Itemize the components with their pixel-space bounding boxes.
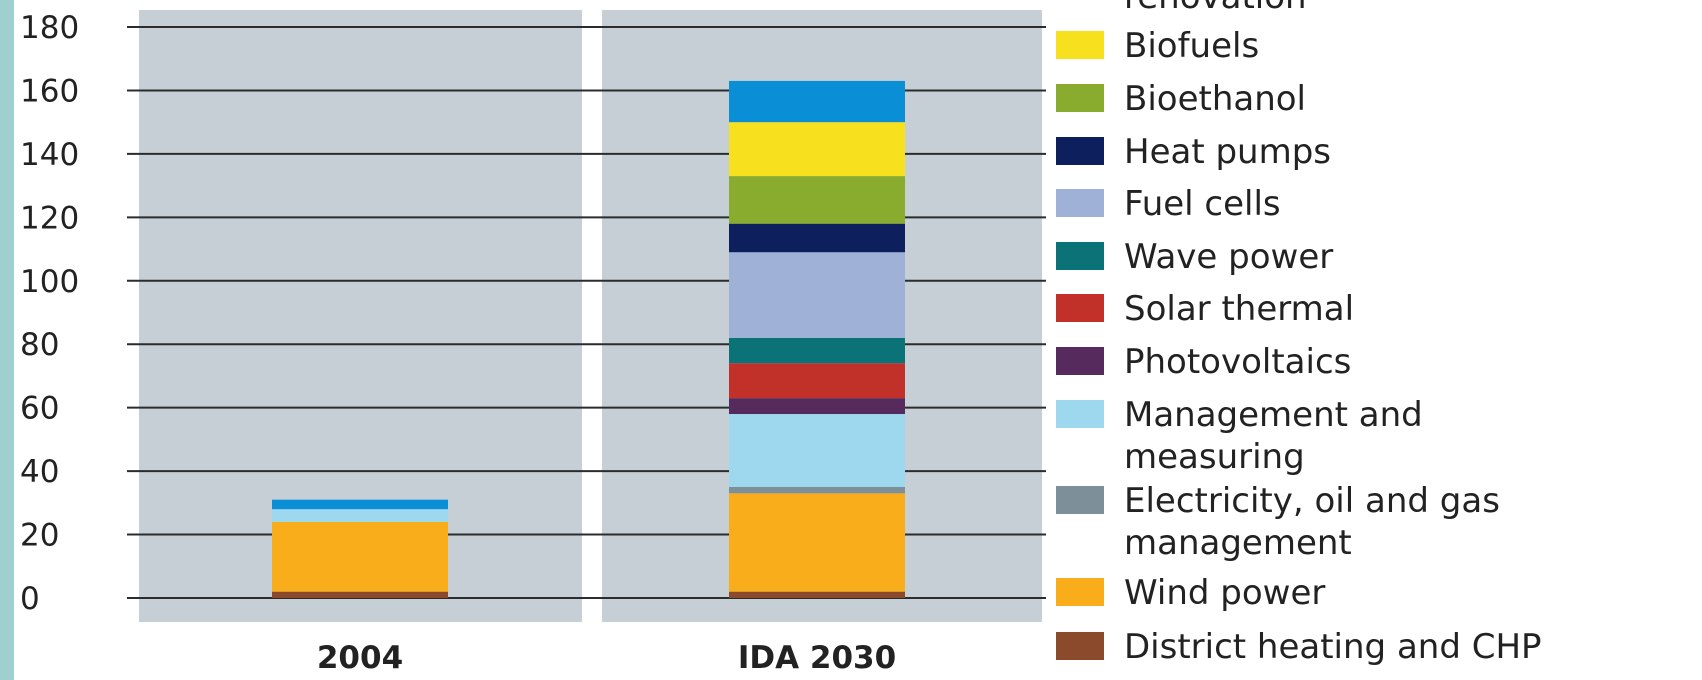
legend-label: Biofuels	[1124, 26, 1259, 66]
legend-label: Management and	[1124, 395, 1423, 435]
y-tick-label: 140	[20, 137, 79, 173]
legend-swatch	[1056, 294, 1104, 322]
legend-swatch	[1056, 400, 1104, 428]
bar-segment	[729, 493, 905, 592]
legend-label: Electricity, oil and gas	[1124, 481, 1500, 521]
legend-swatch	[1056, 84, 1104, 112]
bar-segment	[272, 521, 448, 592]
legend-label: Wave power	[1124, 237, 1333, 277]
legend-swatch	[1056, 31, 1104, 59]
bar-segment	[272, 591, 448, 598]
legend-label: District heating and CHP	[1124, 627, 1542, 667]
bar-segment	[729, 398, 905, 415]
legend-label: Heat pumps	[1124, 132, 1331, 172]
legend-swatch	[1056, 578, 1104, 606]
bar-segment	[729, 80, 905, 123]
legend-label: Photovoltaics	[1124, 342, 1351, 382]
legend-swatch	[1056, 347, 1104, 375]
x-category-label: IDA 2030	[738, 640, 896, 676]
y-tick-label: 100	[20, 264, 79, 300]
bar-segment	[729, 337, 905, 364]
bar-segment	[729, 414, 905, 487]
legend-label: Wind power	[1124, 573, 1325, 613]
y-tick-label: 60	[20, 391, 59, 427]
bar-segment	[729, 176, 905, 224]
bar-segment	[272, 499, 448, 510]
legend-label: management	[1124, 523, 1352, 563]
legend-swatch	[1056, 189, 1104, 217]
bar-segment	[272, 509, 448, 522]
legend-label: measuring	[1124, 437, 1305, 477]
bar-segment	[729, 486, 905, 494]
y-tick-label: 180	[20, 10, 79, 46]
y-tick-label: 20	[20, 518, 59, 554]
legend-swatch	[1056, 137, 1104, 165]
y-tick-label: 120	[20, 200, 79, 236]
legend-label: Solar thermal	[1124, 289, 1354, 329]
bar-segment	[729, 363, 905, 399]
y-tick-label: 0	[20, 581, 40, 617]
bar-segment	[729, 122, 905, 177]
y-tick-label: 40	[20, 454, 59, 490]
legend-label: Bioethanol	[1124, 79, 1306, 119]
x-category-label: 2004	[317, 640, 403, 676]
legend-swatch	[1056, 242, 1104, 270]
legend-label: renovation	[1124, 0, 1307, 17]
legend-label: Fuel cells	[1124, 184, 1281, 224]
legend-swatch	[1056, 632, 1104, 660]
bar-segment	[729, 591, 905, 598]
legend-swatch	[1056, 486, 1104, 514]
chart-frame: 0 20 40 60 80 100 120 140 160 180 2004 IDA 2030 reno…	[14, 0, 1702, 680]
y-tick-label: 160	[20, 73, 79, 109]
bar-segment	[729, 252, 905, 338]
y-tick-label: 80	[20, 327, 59, 363]
bar-segment	[729, 223, 905, 253]
stacked-bar-chart: 0 20 40 60 80 100 120 140 160 180 2004 IDA 2030 reno…	[20, 0, 1542, 676]
